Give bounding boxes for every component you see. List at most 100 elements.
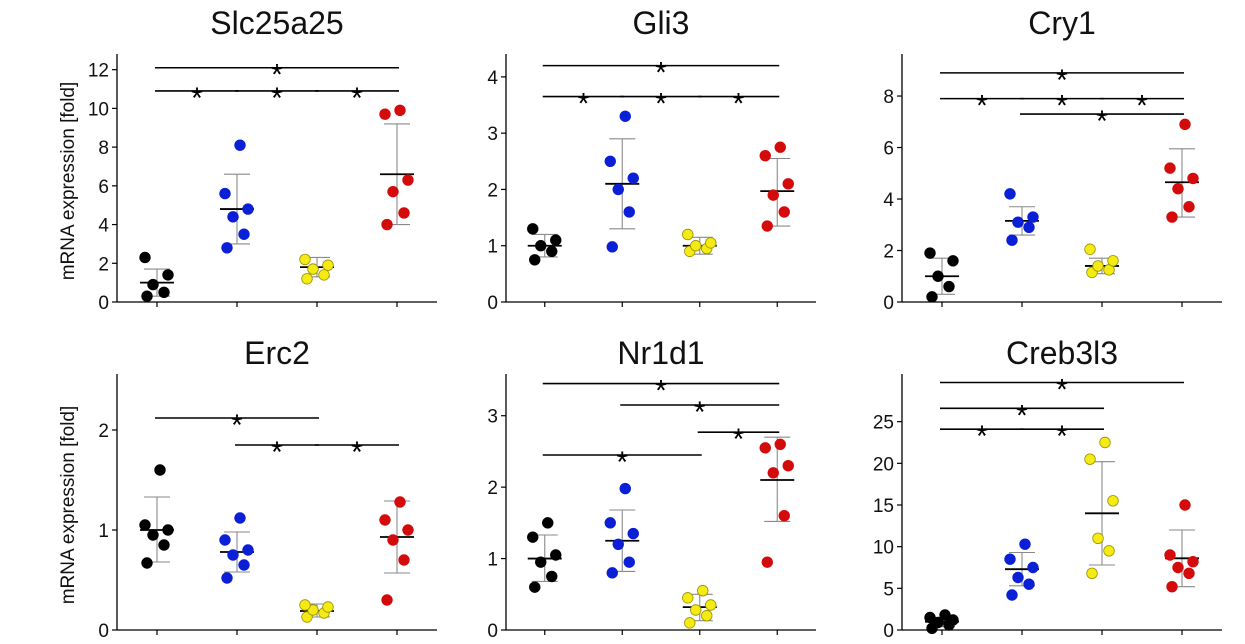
y-axis-label: mRNA expression [fold] <box>58 82 79 281</box>
group-2-series <box>604 482 640 579</box>
data-point <box>1099 436 1111 449</box>
data-point <box>1084 243 1096 255</box>
y-tick-label: 0 <box>98 621 109 642</box>
data-point <box>301 273 313 285</box>
data-point <box>782 460 794 472</box>
significance-star: * <box>1056 420 1068 453</box>
y-tick-label: 4 <box>883 190 894 211</box>
group-4-series <box>379 496 414 606</box>
significance-star: * <box>1056 374 1068 407</box>
data-point <box>141 290 153 302</box>
data-point <box>387 534 399 546</box>
group-4-series <box>1164 499 1199 593</box>
data-point <box>158 539 170 551</box>
data-point <box>1012 216 1024 228</box>
data-point <box>1107 255 1119 267</box>
data-point <box>623 206 635 218</box>
significance-star: * <box>351 82 363 115</box>
significance-star: * <box>271 436 283 469</box>
data-point <box>774 438 786 450</box>
significance-star: * <box>271 82 283 115</box>
y-tick-label: 1 <box>487 237 498 258</box>
data-point <box>546 245 558 258</box>
panel-creb3l3: Creb3l3 0 5 10 15 20 25 * * * * <box>873 335 1222 642</box>
data-point <box>761 220 773 232</box>
panel-title: Cry1 <box>1028 5 1096 41</box>
y-tick-label: 12 <box>88 61 109 82</box>
data-point <box>387 185 399 198</box>
data-point <box>705 237 717 249</box>
data-point <box>379 514 391 526</box>
group-4-series <box>759 141 795 232</box>
y-tick-label: 10 <box>873 538 894 559</box>
group-2-series <box>219 139 254 254</box>
data-point <box>299 599 311 611</box>
data-point <box>690 604 702 616</box>
group-1-series <box>527 223 562 266</box>
data-point <box>322 601 334 613</box>
data-point <box>529 254 541 266</box>
data-point <box>379 108 391 120</box>
data-point <box>604 517 616 529</box>
data-point <box>162 524 174 536</box>
significance-star: * <box>616 446 628 479</box>
group-3-series <box>1084 436 1119 580</box>
group-2-series <box>1004 538 1039 601</box>
data-point <box>139 519 151 531</box>
data-point <box>682 228 694 241</box>
significance-star: * <box>1016 399 1028 432</box>
data-point <box>147 529 159 541</box>
group-1-series <box>924 609 959 635</box>
data-point <box>242 203 254 215</box>
group-1-series <box>527 517 562 593</box>
data-point <box>612 183 624 196</box>
group-1-series <box>139 251 174 302</box>
panel-title: Slc25a25 <box>210 5 343 41</box>
group-4-series <box>379 104 414 231</box>
y-tick-label: 2 <box>487 478 498 499</box>
data-point <box>322 259 334 271</box>
significance-star: * <box>1056 64 1068 97</box>
data-point <box>1086 567 1098 580</box>
data-point <box>227 211 239 223</box>
data-point <box>1166 580 1178 593</box>
panel-title: Erc2 <box>244 335 310 371</box>
data-point <box>1006 234 1018 246</box>
group-3-series <box>682 585 717 629</box>
data-point <box>701 610 713 622</box>
group-3-series <box>1084 243 1119 279</box>
data-point <box>234 512 246 524</box>
significance-star: * <box>694 396 706 429</box>
data-point <box>623 556 635 568</box>
data-point <box>238 559 250 571</box>
data-point <box>1004 553 1016 565</box>
y-tick-label: 0 <box>883 621 894 642</box>
data-point <box>1179 118 1191 131</box>
y-tick-label: 15 <box>873 496 894 517</box>
data-point <box>778 206 790 218</box>
panel-title: Creb3l3 <box>1006 335 1118 371</box>
data-point <box>238 228 250 240</box>
data-point <box>1183 201 1195 213</box>
significance-star: * <box>655 57 667 90</box>
data-point <box>782 178 794 190</box>
significance-star: * <box>271 59 283 92</box>
data-point <box>535 240 547 252</box>
data-point <box>759 149 771 162</box>
group-2-series <box>1004 188 1039 246</box>
y-tick-label: 2 <box>98 421 109 442</box>
data-point <box>162 269 174 281</box>
data-point <box>1092 260 1104 272</box>
data-point <box>219 534 231 546</box>
data-point <box>158 286 170 299</box>
data-point <box>542 517 554 529</box>
data-point <box>778 510 790 522</box>
y-tick-label: 25 <box>873 413 894 434</box>
group-3-series <box>299 253 334 285</box>
y-tick-label: 3 <box>487 124 498 145</box>
significance-star: * <box>976 420 988 453</box>
data-point <box>227 549 239 561</box>
data-point <box>606 567 618 579</box>
